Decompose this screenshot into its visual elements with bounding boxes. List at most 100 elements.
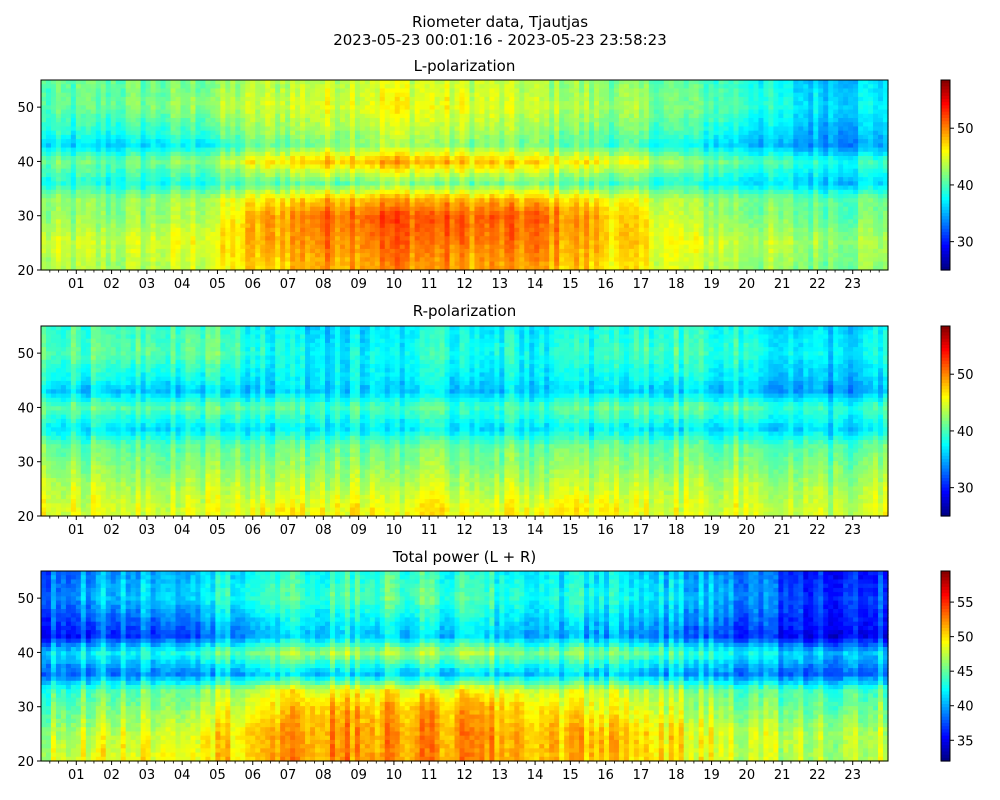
- heatmap-cell: [50, 96, 57, 102]
- heatmap-cell: [544, 109, 550, 115]
- heatmap-cell: [120, 118, 127, 123]
- heatmap-cell: [90, 92, 97, 98]
- heatmap-cell: [434, 151, 441, 157]
- heatmap-cell: [324, 156, 331, 161]
- heatmap-cell: [280, 109, 286, 115]
- heatmap-cell: [359, 177, 366, 182]
- heatmap-cell: [384, 177, 391, 182]
- heatmap-cell: [110, 215, 117, 220]
- heatmap-cell: [459, 122, 466, 128]
- heatmap-cell: [90, 172, 97, 178]
- heatmap-cell: [444, 172, 451, 178]
- heatmap-cell: [344, 164, 351, 170]
- heatmap-cell: [344, 126, 351, 132]
- heatmap-cell: [230, 261, 236, 267]
- heatmap-cell: [369, 240, 376, 246]
- heatmap-cell: [454, 168, 461, 174]
- heatmap-cell: [429, 139, 436, 144]
- heatmap-cell: [170, 134, 177, 140]
- heatmap-cell: [539, 185, 545, 191]
- heatmap-cell: [145, 130, 152, 136]
- heatmap-cell: [584, 257, 590, 263]
- heatmap-cell: [245, 96, 251, 102]
- heatmap-cell: [150, 257, 157, 263]
- heatmap-cell: [344, 96, 351, 102]
- heatmap-cell: [170, 219, 177, 225]
- heatmap-cell: [270, 194, 276, 199]
- heatmap-cell: [454, 118, 461, 123]
- heatmap-cell: [280, 177, 286, 182]
- heatmap-cell: [469, 244, 476, 250]
- heatmap-cell: [529, 134, 535, 140]
- heatmap-cell: [549, 198, 555, 204]
- heatmap-cell: [394, 261, 401, 267]
- heatmap-cell: [115, 240, 122, 246]
- heatmap-cell: [544, 113, 550, 119]
- heatmap-cell: [324, 181, 331, 187]
- heatmap-cell: [584, 160, 590, 166]
- heatmap-cell: [110, 244, 117, 250]
- heatmap-cell: [394, 257, 401, 263]
- heatmap-cell: [354, 130, 361, 136]
- heatmap-cell: [90, 105, 97, 111]
- heatmap-cell: [569, 261, 575, 267]
- heatmap-cell: [125, 92, 132, 98]
- heatmap-cell: [524, 113, 530, 119]
- heatmap-cell: [320, 92, 326, 98]
- heatmap-cell: [55, 177, 62, 182]
- heatmap-cell: [55, 84, 62, 90]
- heatmap-cell: [60, 261, 67, 267]
- heatmap-cell: [324, 236, 331, 242]
- heatmap-cell: [579, 248, 585, 254]
- heatmap-cell: [549, 101, 555, 106]
- heatmap-cell: [534, 219, 540, 225]
- heatmap-cell: [484, 109, 491, 115]
- heatmap-cell: [499, 227, 505, 233]
- heatmap-cell: [280, 118, 286, 123]
- heatmap-cell: [50, 126, 57, 132]
- heatmap-cell: [185, 80, 192, 85]
- heatmap-cell: [100, 215, 107, 220]
- heatmap-cell: [90, 134, 97, 140]
- heatmap-cell: [534, 198, 540, 204]
- heatmap-cell: [409, 198, 416, 204]
- heatmap-cell: [55, 172, 62, 178]
- heatmap-cell: [310, 101, 316, 106]
- heatmap-cell: [539, 156, 545, 161]
- heatmap-cell: [180, 227, 187, 233]
- heatmap-cell: [175, 181, 182, 187]
- heatmap-cell: [364, 105, 371, 111]
- heatmap-cell: [235, 223, 241, 229]
- heatmap-cell: [120, 109, 127, 115]
- heatmap-cell: [559, 219, 565, 225]
- heatmap-cell: [260, 164, 266, 170]
- heatmap-cell: [589, 92, 595, 98]
- heatmap-cell: [429, 80, 436, 85]
- heatmap-cell: [41, 177, 47, 182]
- heatmap-cell: [504, 206, 510, 212]
- heatmap-cell: [489, 96, 495, 102]
- heatmap-cell: [290, 181, 296, 187]
- heatmap-cell: [210, 248, 216, 254]
- heatmap-cell: [165, 147, 172, 153]
- heatmap-cell: [469, 113, 476, 119]
- heatmap-cell: [549, 118, 555, 123]
- heatmap-cell: [200, 105, 207, 111]
- heatmap-cell: [265, 223, 271, 229]
- heatmap-cell: [195, 156, 202, 161]
- heatmap-cell: [210, 80, 216, 85]
- heatmap-cell: [479, 156, 486, 161]
- heatmap-cell: [419, 96, 426, 102]
- heatmap-cell: [180, 198, 187, 204]
- heatmap-cell: [320, 253, 326, 258]
- heatmap-cell: [170, 109, 177, 115]
- heatmap-cell: [115, 244, 122, 250]
- heatmap-cell: [255, 88, 261, 94]
- heatmap-cell: [504, 118, 510, 123]
- heatmap-cell: [260, 265, 266, 271]
- heatmap-cell: [339, 168, 346, 174]
- heatmap-cell: [105, 168, 112, 174]
- heatmap-cell: [514, 215, 520, 220]
- heatmap-cell: [494, 248, 500, 254]
- heatmap-cell: [369, 139, 376, 144]
